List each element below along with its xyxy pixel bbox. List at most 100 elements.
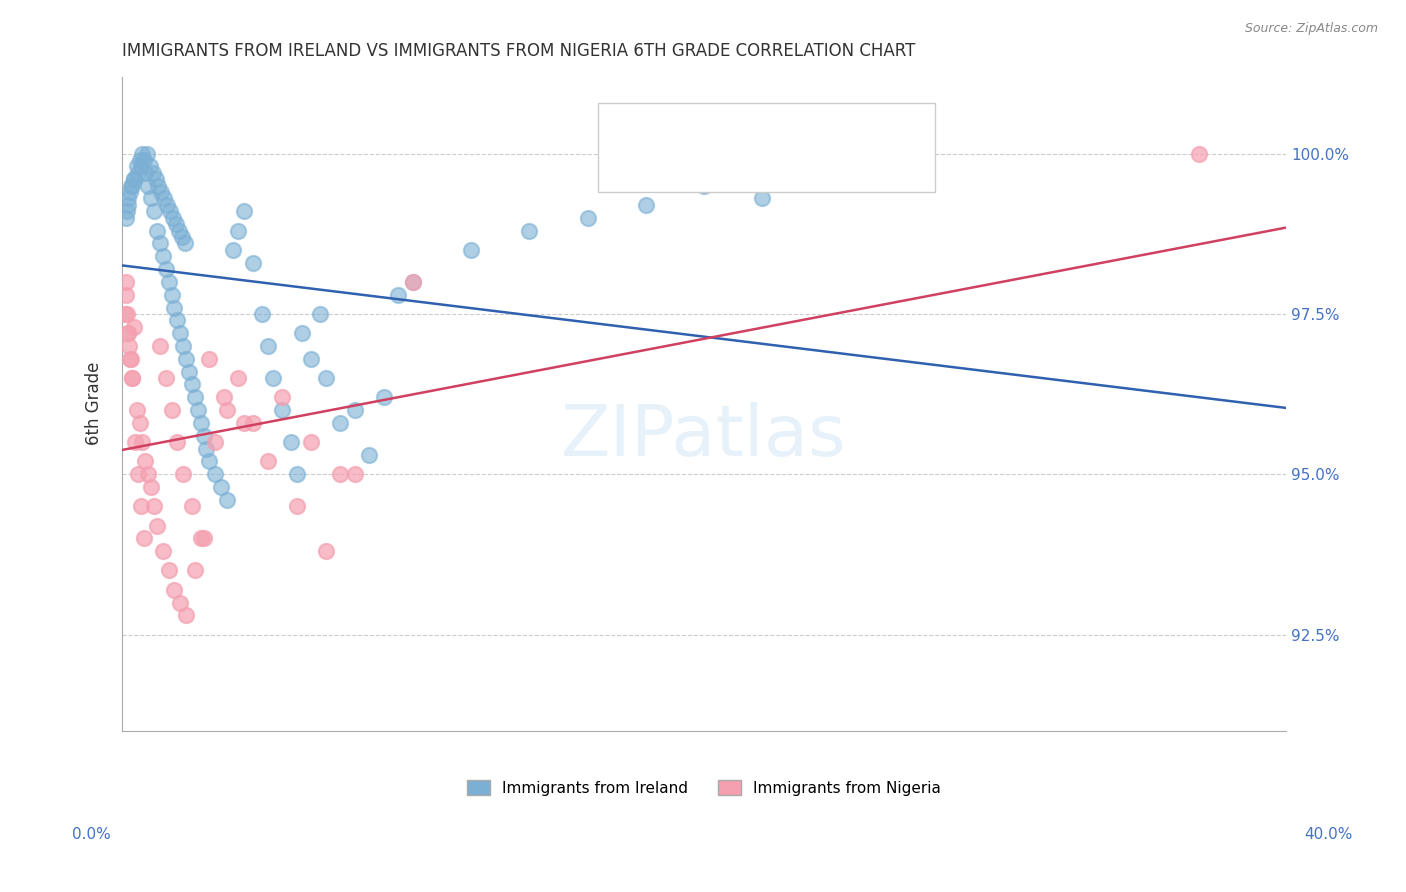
Point xyxy=(187,403,209,417)
Point xyxy=(190,416,212,430)
Point xyxy=(166,435,188,450)
Point xyxy=(150,185,173,199)
Point xyxy=(125,160,148,174)
Point xyxy=(128,416,150,430)
Point xyxy=(215,492,238,507)
Point xyxy=(143,204,166,219)
Point xyxy=(693,178,716,193)
Point xyxy=(315,544,337,558)
Point xyxy=(228,371,250,385)
Point xyxy=(169,596,191,610)
Point xyxy=(190,532,212,546)
Point xyxy=(129,160,152,174)
Point xyxy=(280,435,302,450)
Point xyxy=(180,377,202,392)
Point xyxy=(136,178,159,193)
Point xyxy=(160,287,183,301)
Point xyxy=(271,390,294,404)
Point xyxy=(117,198,139,212)
Point xyxy=(198,351,221,366)
Point xyxy=(127,166,149,180)
Point xyxy=(124,435,146,450)
Point xyxy=(250,307,273,321)
Point xyxy=(387,287,409,301)
Point xyxy=(141,480,163,494)
Point xyxy=(184,564,207,578)
Point xyxy=(117,204,139,219)
Text: R =  0.391   N = 81: R = 0.391 N = 81 xyxy=(633,118,839,137)
Point xyxy=(242,255,264,269)
Point xyxy=(152,249,174,263)
Point xyxy=(262,371,284,385)
Point xyxy=(166,313,188,327)
Point xyxy=(460,243,482,257)
Point xyxy=(160,403,183,417)
Point xyxy=(291,326,314,341)
Point xyxy=(193,532,215,546)
Point xyxy=(117,326,139,341)
Point xyxy=(1188,146,1211,161)
Point xyxy=(233,416,256,430)
Point xyxy=(149,339,172,353)
Point xyxy=(162,211,184,225)
Point xyxy=(285,467,308,482)
Point xyxy=(204,467,226,482)
Point xyxy=(204,435,226,450)
Point xyxy=(134,454,156,468)
Point xyxy=(155,371,177,385)
Text: 0.0%: 0.0% xyxy=(72,827,111,841)
Point xyxy=(132,153,155,167)
Point xyxy=(138,160,160,174)
Point xyxy=(373,390,395,404)
Point xyxy=(156,198,179,212)
Point xyxy=(256,339,278,353)
Point xyxy=(155,262,177,277)
Point xyxy=(117,191,139,205)
Point xyxy=(148,178,170,193)
Point xyxy=(120,351,142,366)
Point xyxy=(132,532,155,546)
Point xyxy=(198,454,221,468)
Point xyxy=(136,467,159,482)
Point xyxy=(121,371,143,385)
Point xyxy=(117,307,139,321)
Point xyxy=(118,339,141,353)
Point xyxy=(165,217,187,231)
Point xyxy=(120,185,142,199)
Point xyxy=(184,390,207,404)
Point xyxy=(309,307,332,321)
Point xyxy=(221,243,243,257)
Point xyxy=(195,442,218,456)
Point xyxy=(153,191,176,205)
Text: IMMIGRANTS FROM IRELAND VS IMMIGRANTS FROM NIGERIA 6TH GRADE CORRELATION CHART: IMMIGRANTS FROM IRELAND VS IMMIGRANTS FR… xyxy=(122,42,915,60)
Point xyxy=(115,287,138,301)
Point xyxy=(233,204,256,219)
Point xyxy=(343,403,366,417)
Point xyxy=(285,500,308,514)
Point xyxy=(163,582,186,597)
Point xyxy=(177,365,200,379)
Point xyxy=(159,204,181,219)
Point xyxy=(172,467,194,482)
Point xyxy=(193,429,215,443)
Point xyxy=(343,467,366,482)
Point xyxy=(242,416,264,430)
Text: Source: ZipAtlas.com: Source: ZipAtlas.com xyxy=(1244,22,1378,36)
Point xyxy=(122,172,145,186)
Point xyxy=(152,544,174,558)
Point xyxy=(329,416,352,430)
Point xyxy=(167,223,190,237)
Point xyxy=(173,236,195,251)
Point xyxy=(121,371,143,385)
Point xyxy=(127,467,149,482)
Point xyxy=(163,301,186,315)
Point xyxy=(174,608,197,623)
Point xyxy=(315,371,337,385)
Point xyxy=(402,275,425,289)
Point xyxy=(359,448,381,462)
Point xyxy=(402,275,425,289)
Point xyxy=(174,351,197,366)
Point xyxy=(576,211,599,225)
Point xyxy=(145,172,167,186)
Point xyxy=(170,230,193,244)
